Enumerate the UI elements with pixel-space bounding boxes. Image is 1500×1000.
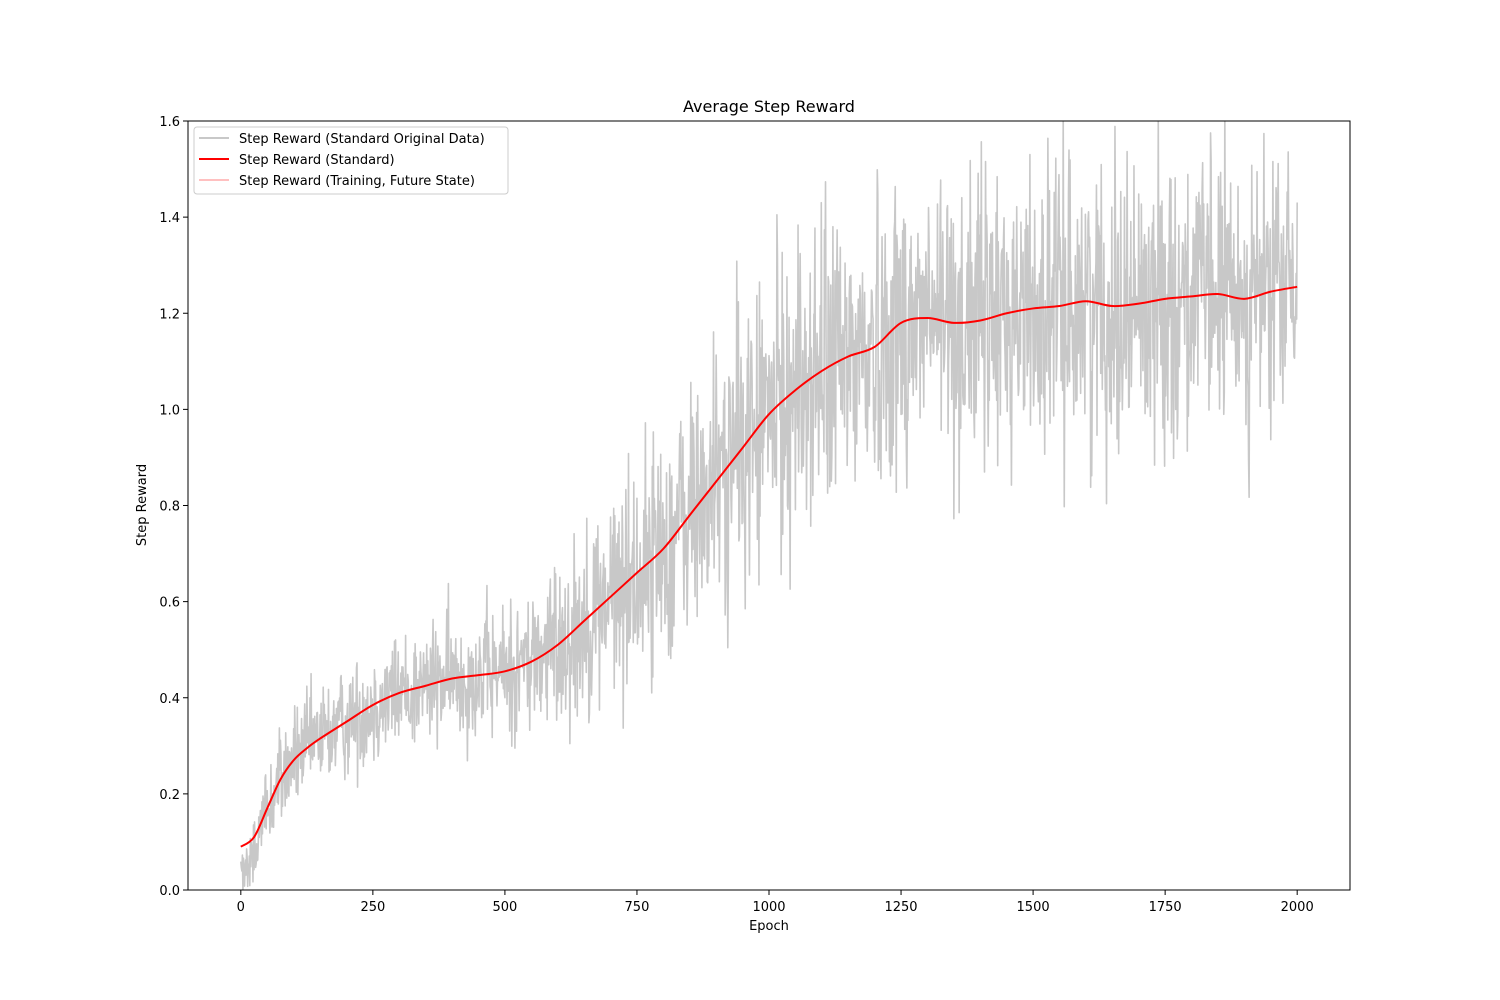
- y-tick-label: 0.8: [159, 500, 180, 515]
- x-axis-label: Epoch: [749, 919, 789, 934]
- series-layer: [240, 121, 1298, 890]
- legend: Step Reward (Standard Original Data) Ste…: [193, 126, 509, 195]
- legend-label-training: Step Reward (Training, Future State): [239, 174, 475, 189]
- legend-label-original: Step Reward (Standard Original Data): [239, 132, 485, 147]
- series-standard-line: [240, 285, 1298, 848]
- x-tick-label: 1000: [752, 900, 785, 915]
- x-tick-label: 1250: [884, 900, 917, 915]
- x-axis: 0 250 500 750 1000 1250 1500 1750 2000: [237, 890, 1314, 915]
- x-tick-label: 0: [237, 900, 245, 915]
- y-tick-label: 0.0: [159, 884, 180, 899]
- x-tick-label: 1500: [1017, 900, 1050, 915]
- y-axis-label: Step Reward: [135, 464, 150, 546]
- y-axis: 0.0 0.2 0.4 0.6 0.8 1.0 1.2 1.4 1.6: [159, 115, 188, 899]
- chart-title: Average Step Reward: [683, 97, 855, 116]
- x-tick-label: 500: [492, 900, 517, 915]
- y-tick-label: 1.4: [159, 211, 180, 226]
- y-tick-label: 1.2: [159, 307, 180, 322]
- y-tick-label: 0.2: [159, 788, 180, 803]
- y-tick-label: 0.4: [159, 692, 180, 707]
- legend-label-standard: Step Reward (Standard): [239, 153, 395, 168]
- x-tick-label: 2000: [1281, 900, 1314, 915]
- x-tick-label: 750: [625, 900, 650, 915]
- x-tick-label: 250: [360, 900, 385, 915]
- y-tick-label: 1.0: [159, 403, 180, 418]
- y-tick-label: 0.6: [159, 596, 180, 611]
- series-original-line: [240, 121, 1298, 890]
- legend-box: [193, 126, 509, 195]
- x-tick-label: 1750: [1149, 900, 1182, 915]
- y-tick-label: 1.6: [159, 115, 180, 130]
